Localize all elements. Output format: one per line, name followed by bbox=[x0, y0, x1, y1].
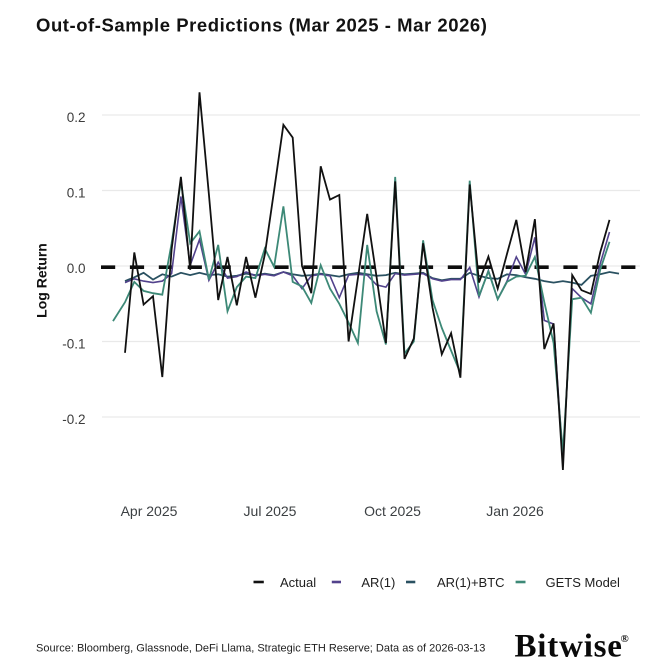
svg-text:Log Return: Log Return bbox=[34, 243, 50, 318]
svg-text:Source: Bloomberg, Glassnode,: Source: Bloomberg, Glassnode, DeFi Llama… bbox=[36, 643, 485, 655]
svg-text:Jan 2026: Jan 2026 bbox=[486, 503, 544, 519]
svg-text:0.0: 0.0 bbox=[67, 261, 86, 276]
svg-text:Bitwise: Bitwise bbox=[515, 629, 623, 665]
svg-text:Actual: Actual bbox=[280, 575, 316, 590]
svg-text:0.2: 0.2 bbox=[67, 110, 86, 125]
svg-text:AR(1)+BTC: AR(1)+BTC bbox=[437, 575, 505, 590]
svg-text:GETS Model: GETS Model bbox=[546, 575, 621, 590]
svg-text:-0.2: -0.2 bbox=[62, 412, 85, 427]
svg-text:Oct 2025: Oct 2025 bbox=[364, 503, 421, 519]
svg-text:AR(1): AR(1) bbox=[361, 575, 395, 590]
svg-text:Jul 2025: Jul 2025 bbox=[244, 503, 297, 519]
svg-text:0.1: 0.1 bbox=[67, 186, 86, 201]
svg-text:-0.1: -0.1 bbox=[62, 337, 85, 352]
svg-text:Apr 2025: Apr 2025 bbox=[121, 503, 178, 519]
svg-text:Out-of-Sample Predictions (Mar: Out-of-Sample Predictions (Mar 2025 - Ma… bbox=[36, 14, 487, 35]
svg-text:®: ® bbox=[621, 633, 629, 645]
